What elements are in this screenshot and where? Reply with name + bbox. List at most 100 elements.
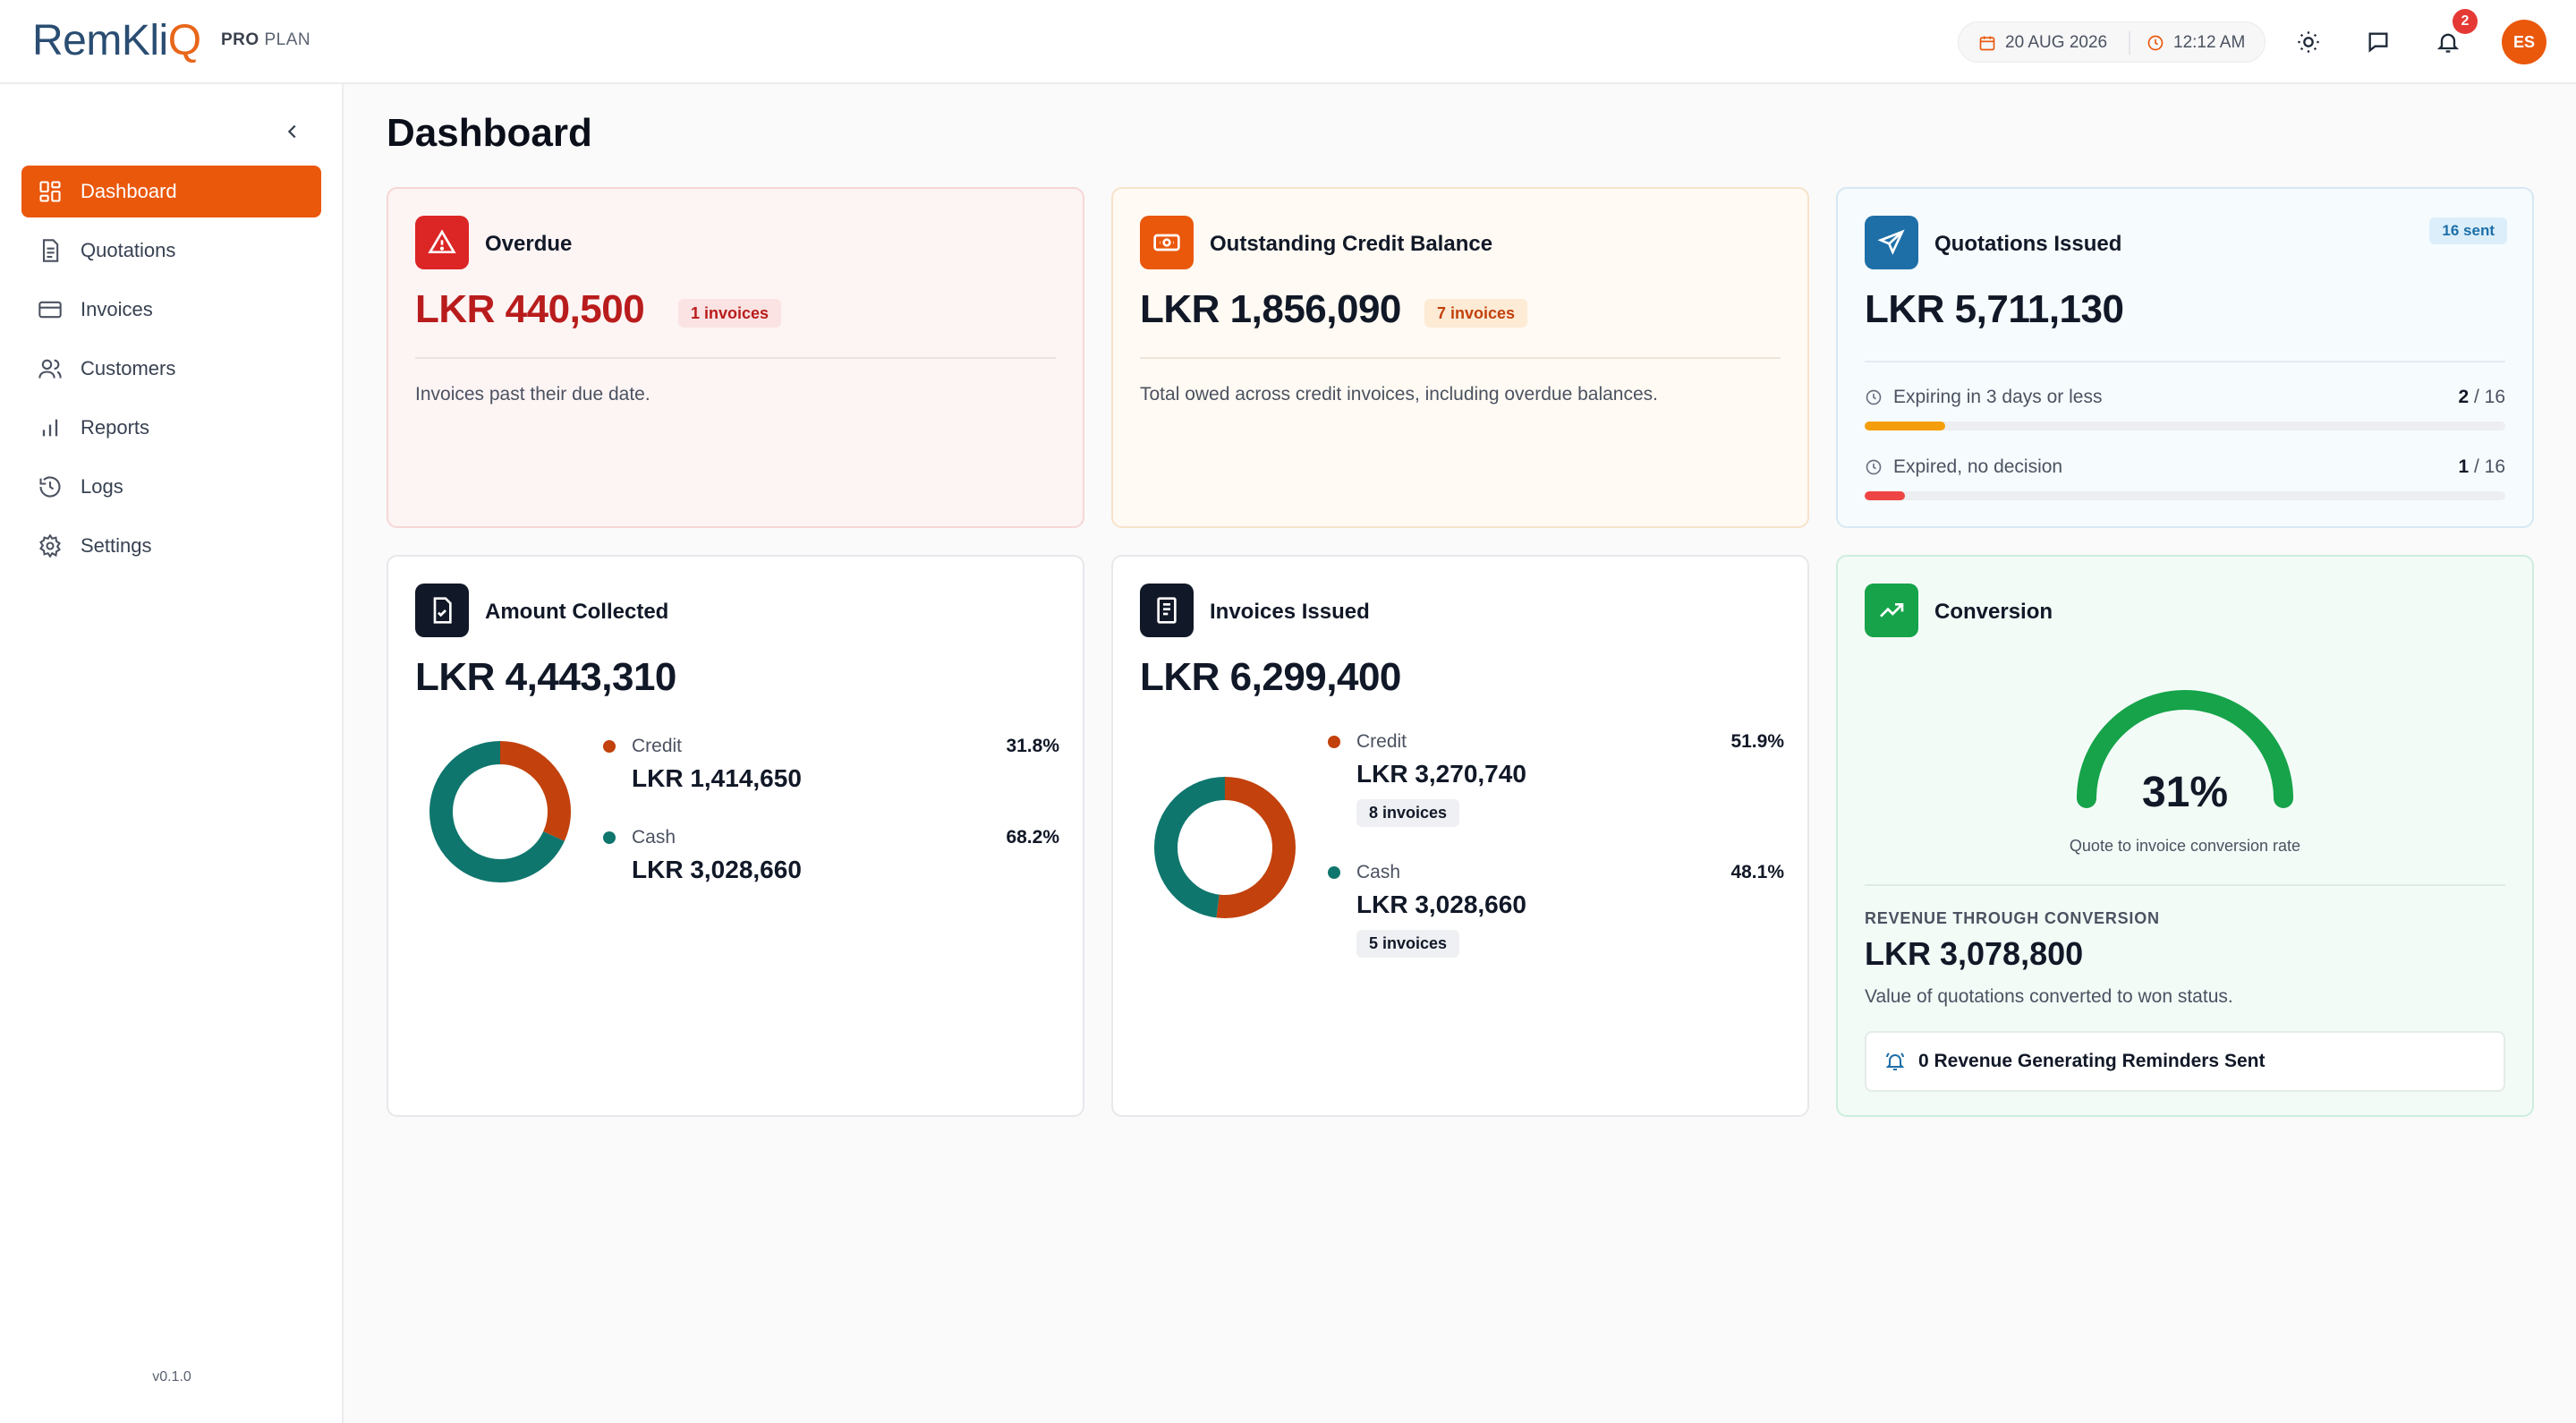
trending-up-icon [1880,603,1904,618]
date-display: 20 AUG 2026 [1978,22,2107,64]
invoice-count-badge: 5 invoices [1356,930,1460,958]
bell-ring-icon [1885,1052,1905,1070]
users-icon [38,359,62,379]
collected-donut-chart [429,741,571,882]
credit-description: Total owed across credit invoices, inclu… [1140,384,1658,405]
collected-icon-box [415,584,469,637]
issued-slice-cash [1154,777,1296,918]
theme-toggle-button[interactable] [2291,24,2326,60]
gauge-arc [2077,690,2293,808]
clock-icon [1866,389,1882,405]
expiring-total: / 16 [2473,387,2505,407]
legend-amount: LKR 3,028,660 [632,856,802,883]
issued-amount: LKR 6,299,400 [1140,655,1401,699]
conversion-percent: 31% [2141,769,2229,816]
quotations-issued-card[interactable]: Quotations Issued 16 sent LKR 5,711,130 … [1836,187,2534,528]
amount-collected-card[interactable]: Amount Collected LKR 4,443,310 Credit LK… [387,555,1084,1117]
overdue-amount: LKR 440,500 [415,287,645,331]
sidebar-item-reports[interactable]: Reports [21,402,321,454]
send-icon [1877,229,1905,255]
legend-label: Cash [632,827,676,848]
time-text: 12:12 AM [2173,33,2246,52]
receipt-icon [1157,597,1177,624]
sidebar-item-label: Quotations [81,239,176,261]
history-icon [39,476,61,498]
date-text: 20 AUG 2026 [2005,33,2108,52]
bar-chart-icon [42,419,58,437]
legend-amount: LKR 3,270,740 [1356,760,1526,788]
divider [415,357,1056,359]
issued-icon-box [1140,584,1194,637]
sidebar-item-dashboard[interactable]: Dashboard [21,166,321,217]
app-logo[interactable]: RemKliQ [32,17,201,64]
chevron-left-icon [287,124,296,139]
collapse-sidebar-button[interactable] [277,116,308,147]
notification-count-badge: 2 [2453,9,2478,34]
clock-icon [2147,35,2164,51]
credit-card-icon [38,301,62,319]
invoices-issued-card[interactable]: Invoices Issued LKR 6,299,400 Credit LKR… [1111,555,1809,1117]
plan-label: PRO PLAN [221,30,311,49]
collected-amount: LKR 4,443,310 [415,655,676,699]
collected-slice-cash [429,741,571,882]
outstanding-credit-card[interactable]: Outstanding Credit Balance LKR 1,856,090… [1111,187,1809,528]
legend-amount: LKR 3,028,660 [1356,890,1526,918]
legend-dot [1328,736,1340,748]
expired-count: 1 [2458,456,2470,477]
conversion-card[interactable]: Conversion 31% Quote to invoice conversi… [1836,555,2534,1117]
card-title: Overdue [485,232,573,256]
sidebar-item-customers[interactable]: Customers [21,343,321,395]
bell-icon [2436,33,2460,53]
sidebar-item-settings[interactable]: Settings [21,520,321,572]
message-icon [2368,32,2388,53]
conversion-icon-box [1865,584,1918,637]
legend-dot [1328,866,1340,879]
legend-dot [603,831,616,844]
expiring-label: Expiring in 3 days or less [1893,387,2103,407]
expiring-count: 2 [2458,387,2470,407]
expiring-progress-track [1865,422,2505,430]
card-title: Amount Collected [485,600,669,624]
card-title: Quotations Issued [1934,232,2122,256]
dashboard-icon [39,181,61,202]
conversion-caption: Quote to invoice conversion rate [2069,837,2301,855]
gear-icon [39,533,61,558]
document-icon [42,239,59,262]
banknote-icon [1153,234,1180,251]
legend-percent: 31.8% [1006,736,1059,756]
legend-label: Cash [1356,862,1401,882]
expiring-progress-fill [1865,422,1945,430]
quotations-amount: LKR 5,711,130 [1865,287,2124,331]
top-bar: RemKliQ PRO PLAN 20 AUG 2026 12:12 AM 2 … [0,0,2576,84]
reminders-text: 0 Revenue Generating Reminders Sent [1918,1051,2266,1071]
revenue-label: REVENUE THROUGH CONVERSION [1865,909,2160,927]
reminders-sent-banner[interactable]: 0 Revenue Generating Reminders Sent [1865,1031,2505,1092]
divider [1865,884,2505,886]
legend-item-credit: Credit LKR 3,270,740 8 invoices 51.9% [1328,731,1784,827]
document-check-icon [433,597,452,624]
legend-percent: 48.1% [1730,862,1784,882]
notifications-button[interactable] [2430,24,2466,60]
credit-amount: LKR 1,856,090 [1140,287,1401,331]
expired-total: / 16 [2473,456,2505,477]
expired-label: Expired, no decision [1893,456,2063,477]
expiring-soon-row: Expiring in 3 days or less 2 / 16 [1865,384,2505,411]
overdue-card[interactable]: Overdue LKR 440,500 1 invoices Invoices … [387,187,1084,528]
time-display: 12:12 AM [2147,22,2245,64]
sidebar-item-quotations[interactable]: Quotations [21,225,321,277]
calendar-icon [1979,36,1995,51]
sidebar-item-label: Customers [81,357,176,379]
quotations-sent-badge: 16 sent [2429,217,2507,244]
messages-button[interactable] [2360,24,2396,60]
sidebar-item-logs[interactable]: Logs [21,461,321,513]
sidebar-item-label: Dashboard [81,180,177,202]
revenue-amount: LKR 3,078,800 [1865,935,2084,972]
date-time-pill: 20 AUG 2026 12:12 AM [1958,21,2266,63]
page-title: Dashboard [387,111,592,155]
sidebar-item-invoices[interactable]: Invoices [21,284,321,336]
divider [1865,361,2505,362]
overdue-invoice-count-badge: 1 invoices [678,299,782,328]
expired-row: Expired, no decision 1 / 16 [1865,454,2505,481]
issued-donut-chart [1154,777,1296,918]
user-avatar[interactable]: ES [2502,20,2546,64]
